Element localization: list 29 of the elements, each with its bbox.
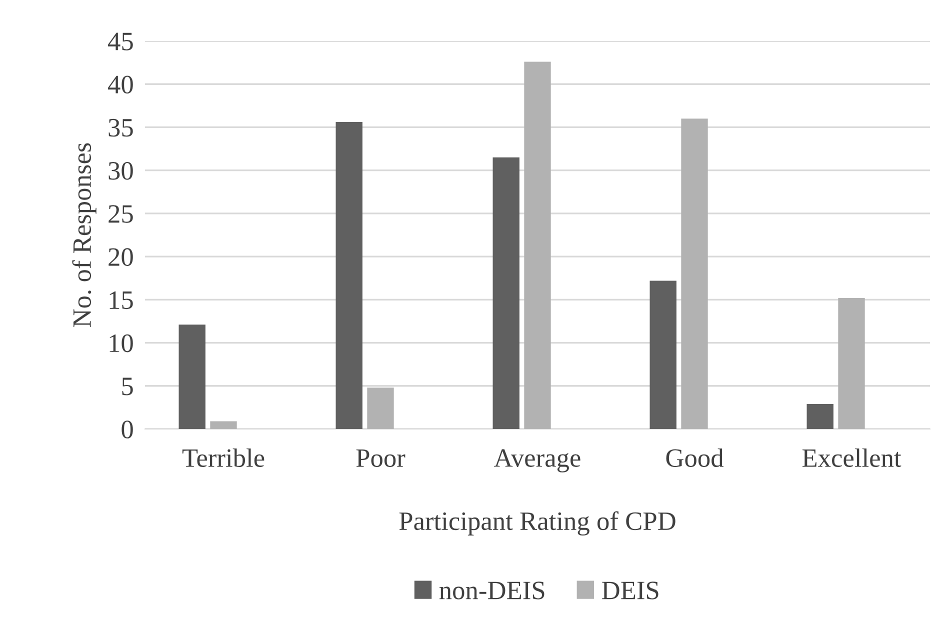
bar — [367, 388, 394, 429]
y-tick-label: 45 — [108, 32, 133, 50]
bar — [681, 118, 708, 429]
x-tick-label: Excellent — [802, 448, 902, 468]
x-tick-label: Good — [666, 448, 724, 468]
y-tick-label: 25 — [108, 205, 133, 223]
bar — [838, 298, 865, 429]
bar — [524, 62, 551, 429]
bar — [210, 421, 237, 429]
bar — [336, 122, 362, 429]
legend-label: DEIS — [602, 582, 658, 600]
y-tick-label: 35 — [108, 118, 133, 137]
bar — [178, 324, 206, 429]
bar — [650, 280, 676, 429]
y-axis-title: No. of Responses — [72, 143, 96, 327]
y-tick-label: 40 — [108, 76, 133, 94]
y-tick-label: 15 — [110, 291, 133, 310]
y-tick-label: 5 — [122, 378, 133, 396]
x-tick-label: Terrible — [182, 448, 264, 468]
y-tick-label: 0 — [122, 420, 133, 438]
legend-label: non-DEIS — [439, 582, 544, 600]
bar — [492, 157, 520, 429]
bar — [806, 404, 834, 429]
x-tick-label: Poor — [356, 449, 406, 468]
y-tick-label: 20 — [108, 248, 133, 266]
y-tick-label: 10 — [110, 334, 133, 352]
x-axis-title: Participant Rating of CPD — [399, 511, 676, 536]
x-tick-label: Average — [494, 449, 580, 472]
y-tick-label: 30 — [108, 162, 133, 180]
